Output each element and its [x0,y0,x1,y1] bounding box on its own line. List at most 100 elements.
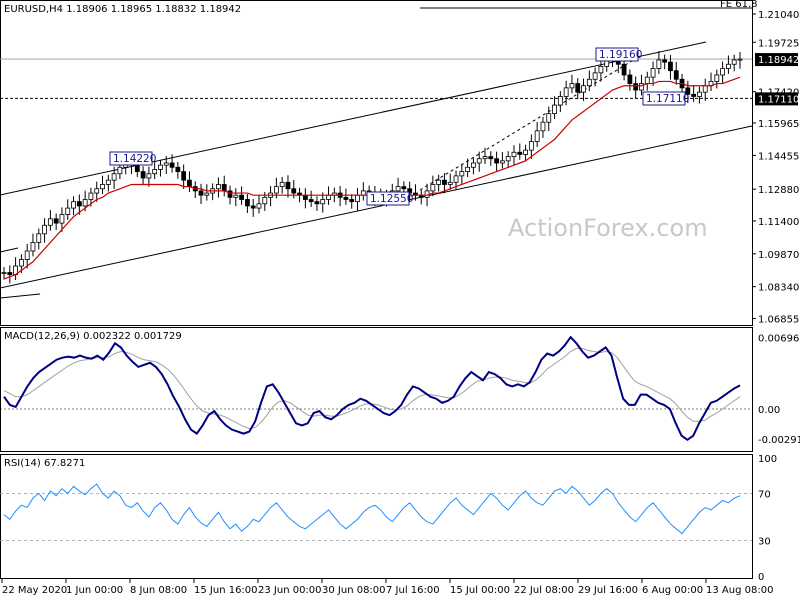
candle-body [175,166,181,172]
candle-body [76,201,82,207]
candle-body [685,87,691,95]
channel-upper-line [0,41,707,196]
candle-body [639,83,644,91]
candle-body [256,203,262,209]
annotations-group: 1.14220 1.12550 1.19160 1.17110 [109,47,689,206]
x-tick-label: 1 Jun 00:00 [66,585,123,596]
candle-body [314,201,320,205]
channel-lower-line [0,125,753,289]
candle-body [534,130,540,142]
candle-body [442,179,447,185]
candle-body [227,190,233,198]
candle-body [146,173,152,179]
candle-body [668,61,673,72]
candle-body [82,199,88,207]
rsi-panel-frame [0,454,753,579]
x-tick-label: 6 Aug 00:00 [642,585,703,596]
x-tick-label: 15 Jun 16:00 [194,585,258,596]
y-tick-label: 1.09870 [758,250,799,261]
watermark: ActionForex.com [508,214,708,242]
candle-body [30,242,36,252]
rsi-line [3,483,741,535]
rsi-y-tick-label: 70 [758,489,771,500]
candle-body [731,59,737,65]
annotation-label: 1.17110 [646,93,689,105]
candle-body [557,96,563,106]
candle-body [187,179,192,188]
candle-body [308,199,314,203]
candle-body [355,194,360,203]
candle-body [18,259,24,267]
candle-body [563,87,569,97]
candle-body [488,156,494,160]
candle-body [233,194,239,198]
candle-body [528,141,534,151]
candle-body [633,83,639,91]
candle-body [465,166,471,172]
candle-body [36,233,42,243]
rsi-y-tick-label: 0 [758,572,764,583]
candle-body [204,192,210,196]
y-tick-label: 1.18942 [758,55,799,66]
x-tick-label: 23 Jun 00:00 [258,585,322,596]
candle-body [656,59,662,69]
candle-body [279,181,285,188]
candle-body [575,83,581,93]
y-tick-label: 1.08340 [758,283,799,294]
candle-body [134,164,140,172]
candle-body [302,194,308,200]
candle-body [627,74,633,84]
y-tick-label: 1.21040 [758,10,799,21]
candle-body [581,85,586,93]
candle-body [326,194,331,200]
y-tick-label: 1.17110 [758,94,799,105]
short-line-a [0,247,19,253]
price-y-axis: 1.210401.197251.189421.174201.171101.159… [752,10,799,326]
annotation-label: 1.14220 [113,153,156,165]
macd-signal-line [3,347,741,430]
candle-body [702,85,708,93]
candle-body [453,175,459,183]
x-tick-label: 7 Jul 16:00 [386,585,440,596]
candle-body [7,272,13,276]
candle-body [546,113,552,123]
candle-body [105,179,111,185]
rsi-y-tick-label: 30 [758,537,771,548]
candle-body [88,192,94,200]
candle-body [111,173,117,181]
candle-body [163,162,169,166]
x-tick-label: 22 May 2020 [2,585,67,596]
candle-body [360,190,366,196]
rsi-y-tick-label: 100 [758,454,777,465]
candle-body [505,156,511,162]
candle-body [152,169,158,175]
candle-body [221,184,227,192]
annotation-label: 1.12550 [370,193,413,205]
annotation-label: 1.19160 [599,49,642,61]
candle-body [59,214,65,224]
candle-body [117,166,123,175]
short-line-b [0,293,41,299]
y-tick-label: 1.11400 [758,217,799,228]
candle-body [343,196,349,200]
candle-body [471,162,476,168]
candle-body [71,201,76,209]
candle-body [586,78,592,87]
candle-body [621,63,627,76]
y-tick-label: 1.15965 [758,119,799,130]
candle-body [65,207,71,215]
candle-body [401,186,407,190]
macd-y-axis: 0.006966 0.00 -0.002913 [758,333,800,445]
candle-body [47,218,53,226]
candle-body [198,190,204,196]
annotation-box [595,47,639,62]
candle-body [430,184,436,192]
candle-body [482,156,488,160]
macd-y-tick-label: 0.00 [758,405,780,416]
candle-body [511,151,517,157]
x-tick-label: 22 Jul 08:00 [514,585,574,596]
candle-body [720,68,726,76]
candle-body [540,121,546,132]
